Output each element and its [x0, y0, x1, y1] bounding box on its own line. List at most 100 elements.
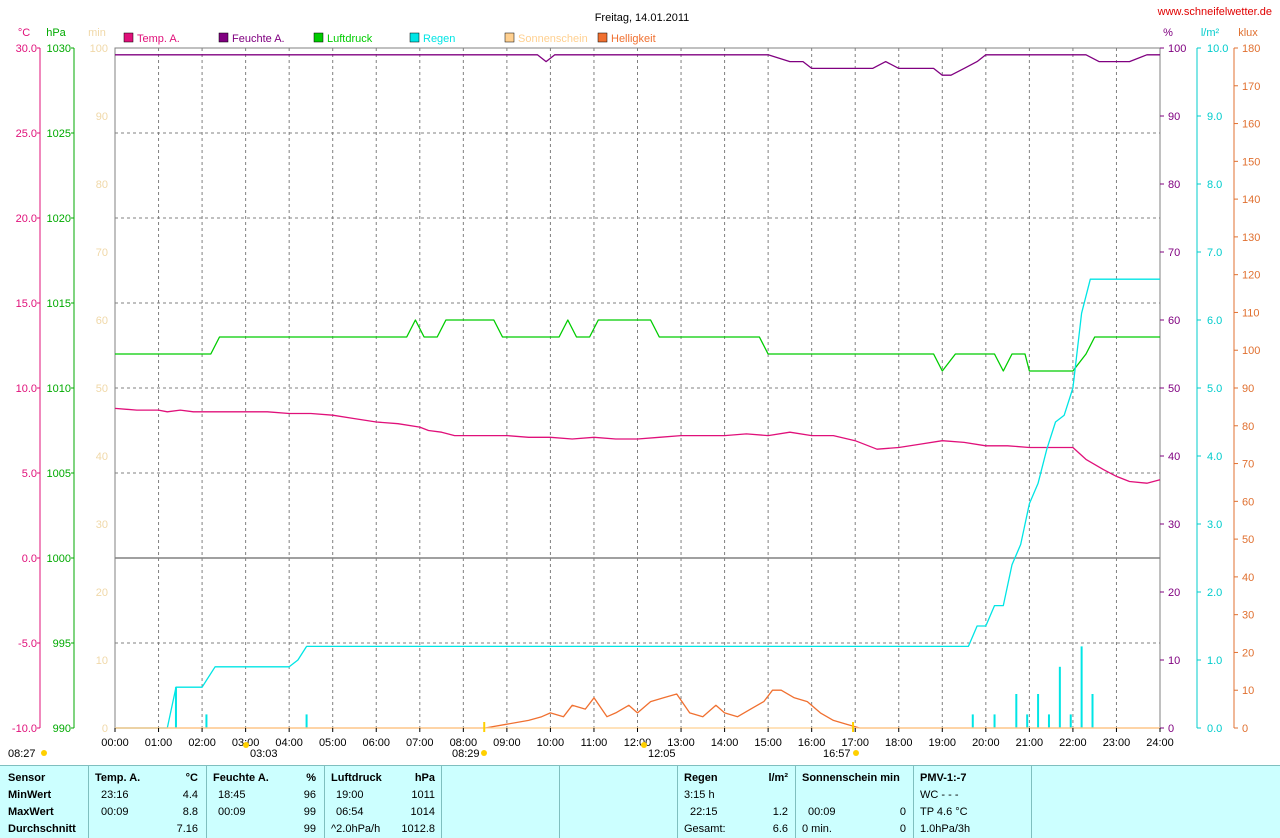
x-axis-ticks: 00:0001:0002:0003:0004:0005:0006:0007:00…: [101, 728, 1174, 749]
pressure-max-time: 06:54: [336, 806, 364, 818]
pressure-trend: ^2.0hPa/h: [331, 823, 381, 835]
brightness-axis-tick: 90: [1242, 383, 1254, 395]
humidity-axis-tick: 70: [1168, 247, 1180, 259]
temp-axis-tick: 30.0: [16, 43, 37, 55]
temp-header: Temp. A.: [95, 772, 141, 784]
rain-bar: [1037, 694, 1040, 728]
x-tick-label: 24:00: [1146, 737, 1174, 749]
temp-max-time: 00:09: [101, 806, 129, 818]
sunshine-axis-tick: 30: [96, 519, 108, 531]
sun-icon: [41, 750, 47, 756]
humidity-unit-label: %: [1163, 27, 1173, 39]
humidity-min-time: 18:45: [218, 789, 246, 801]
brightness-axis-tick: 0: [1242, 723, 1248, 735]
brightness-axis-tick: 70: [1242, 459, 1254, 471]
brightness-axis-tick: 120: [1242, 270, 1260, 282]
pressure-axis-tick: 1020: [47, 213, 71, 225]
sunshine-total-label: 0 min.: [802, 823, 832, 835]
rain-axis-tick: 8.0: [1207, 179, 1222, 191]
rain-bar: [174, 687, 177, 728]
sun-icon: [243, 742, 249, 748]
series-line: [115, 319, 1160, 372]
sensor-header: Sensor: [8, 772, 46, 784]
pressure-axis-tick: 1015: [47, 298, 71, 310]
legend: Temp. A. Feuchte A. Luftdruck Regen Sonnensc…: [123, 32, 656, 45]
rain-max-value: 1.2: [772, 806, 788, 818]
rain-axis-tick: 0.0: [1207, 723, 1222, 735]
x-tick-label: 08:00: [450, 737, 478, 749]
temp-axis-tick: 20.0: [16, 213, 37, 225]
pressure-unit: hPa: [414, 772, 435, 784]
x-tick-label: 11:00: [581, 737, 608, 749]
temp-axis-tick: -10.0: [12, 723, 37, 735]
x-tick-label: 07:00: [406, 737, 434, 749]
rain-bar: [305, 714, 308, 728]
x-tick-label: 15:00: [754, 737, 782, 749]
rain-unit: l/m²: [768, 772, 788, 784]
sun-icon: [641, 742, 647, 748]
legend-swatch: [597, 32, 608, 43]
rain-axis-tick: 5.0: [1207, 383, 1222, 395]
humidity-header: Feuchte A.: [213, 772, 269, 784]
rain-bar: [1026, 714, 1029, 728]
rain-header: Regen: [684, 772, 718, 784]
sun-marker-label: 08:27: [8, 748, 36, 760]
rain-bar: [1058, 666, 1061, 728]
humidity-axis-tick: 20: [1168, 587, 1180, 599]
sun-marker-label: 08:29: [452, 748, 480, 760]
pressure-avg-value: 1012.8: [401, 823, 435, 835]
brightness-axis-tick: 60: [1242, 496, 1254, 508]
rain-bar: [1069, 714, 1072, 728]
pressure-header: Luftdruck: [331, 772, 382, 784]
avg-row-label: Durchschnitt: [8, 823, 76, 835]
pressure-axis-tick: 1000: [47, 553, 71, 565]
legend-entry: Sonnenschein: [518, 33, 588, 45]
brightness-axis-tick: 150: [1242, 156, 1260, 168]
x-tick-label: 02:00: [188, 737, 216, 749]
humidity-max-time: 00:09: [218, 806, 246, 818]
sunshine-unit-label: min: [88, 27, 106, 39]
sun-marker-label: 03:03: [250, 748, 278, 760]
rain-axis-tick: 1.0: [1207, 655, 1222, 667]
temp-axis-tick: 5.0: [22, 468, 37, 480]
min-row-label: MinWert: [8, 789, 52, 801]
series-line: [115, 54, 1160, 76]
series-line: [115, 278, 1160, 729]
x-tick-label: 19:00: [929, 737, 957, 749]
rain-bar: [1047, 714, 1050, 728]
x-tick-label: 17:00: [841, 737, 869, 749]
temp-unit-label: °C: [18, 27, 30, 39]
x-tick-label: 05:00: [319, 737, 347, 749]
sun-icon: [481, 750, 487, 756]
rain-axis-tick: 4.0: [1207, 451, 1222, 463]
pmv-tp: TP 4.6 °C: [920, 806, 968, 818]
rain-duration: 3:15 h: [684, 789, 715, 801]
legend-entry: Helligkeit: [611, 33, 656, 45]
sunshine-axis-tick: 20: [96, 587, 108, 599]
grid: [114, 47, 1161, 729]
humidity-axis-tick: 60: [1168, 315, 1180, 327]
legend-swatch: [218, 32, 229, 43]
humidity-min-value: 96: [303, 789, 316, 801]
sunshine-axis-tick: 70: [96, 247, 108, 259]
rain-max-time: 22:15: [690, 806, 718, 818]
sunshine-header: Sonnenschein min: [802, 772, 900, 784]
legend-swatch: [409, 32, 420, 43]
brightness-axis-tick: 110: [1242, 307, 1260, 319]
sunshine-axis-tick: 100: [90, 43, 108, 55]
rain-bar: [1091, 694, 1094, 728]
rain-bars: [174, 646, 1094, 728]
summary-panel: Sensor MinWert MaxWert Durchschnitt Temp…: [0, 765, 1280, 838]
humidity-axis-tick: 30: [1168, 519, 1180, 531]
rain-bar: [1080, 646, 1083, 728]
temp-min-time: 23:16: [101, 789, 129, 801]
site-url[interactable]: www.schneifelwetter.de: [1157, 6, 1272, 18]
temp-axis-tick: -5.0: [18, 638, 37, 650]
rain-total-label: Gesamt:: [684, 823, 726, 835]
x-tick-label: 22:00: [1059, 737, 1087, 749]
x-tick-label: 06:00: [362, 737, 390, 749]
x-tick-label: 14:00: [711, 737, 739, 749]
humidity-axis-tick: 80: [1168, 179, 1180, 191]
humidity-unit: %: [306, 772, 316, 784]
pressure-axis-tick: 1025: [47, 128, 71, 140]
